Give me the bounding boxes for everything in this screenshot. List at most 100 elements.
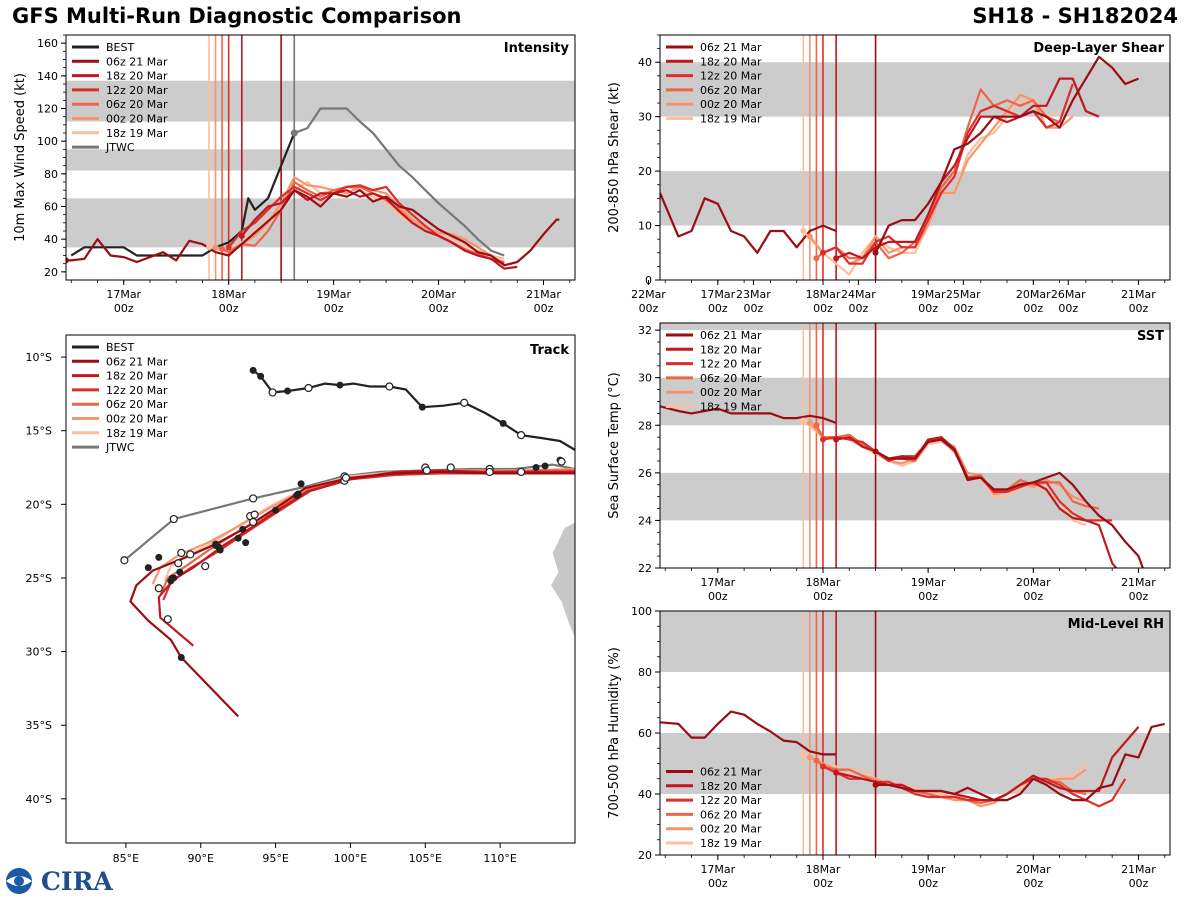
track-point-filled	[293, 491, 301, 499]
init-marker	[833, 255, 840, 262]
shaded-band	[66, 149, 575, 171]
track-point-open	[201, 562, 210, 571]
track-point-open	[174, 559, 183, 568]
track-line-06z-21-mar	[129, 470, 575, 718]
y-tick-label: 60	[638, 727, 652, 740]
series-line-06z-21-mar	[66, 189, 560, 267]
x-tick-label: 23Mar	[736, 288, 771, 301]
x-tick-label: 00z	[708, 302, 728, 315]
init-marker	[833, 769, 840, 776]
map-frame	[65, 334, 576, 844]
panel-shear: 01020304017Mar00z18Mar00z19Mar00z20Mar00…	[607, 34, 1171, 315]
y-axis-label: 200-850 hPa Shear (kt)	[607, 82, 622, 233]
legend-label: 06z 20 Mar	[106, 98, 168, 111]
legend-label: 18z 20 Mar	[106, 70, 168, 83]
init-marker	[872, 448, 879, 455]
y-tick-label: 30	[638, 372, 652, 385]
series-line-06z-21-mar	[875, 722, 1165, 802]
panel-rh: 2040608010017Mar00z18Mar00z19Mar00z20Mar…	[607, 605, 1171, 890]
y-tick-label: 15°S	[26, 425, 52, 438]
track-point-open	[177, 548, 186, 558]
legend-label: 18z 19 Mar	[106, 427, 168, 440]
track-point-open	[422, 466, 431, 475]
x-tick-label: 95°E	[262, 852, 288, 865]
y-tick-label: 140	[37, 70, 58, 83]
x-tick-label: 00z	[744, 302, 764, 315]
track-point-filled	[215, 543, 223, 551]
y-tick-label: 35°S	[26, 719, 52, 732]
init-marker	[66, 257, 69, 264]
y-tick-label: 32	[638, 324, 652, 337]
panel-title: Mid-Level RH	[1068, 617, 1164, 632]
y-tick-label: 80	[44, 168, 58, 181]
x-tick-label: 00z	[1129, 302, 1149, 315]
series-line-06z-21-mar	[875, 438, 1145, 568]
x-tick-label: 26Mar	[1051, 288, 1086, 301]
legend-label: 18z 19 Mar	[700, 401, 762, 414]
y-tick-label: 30°S	[26, 646, 52, 659]
track-point-open	[517, 431, 526, 440]
init-marker	[872, 781, 879, 788]
init-marker	[800, 228, 807, 234]
track-point-filled	[242, 539, 250, 547]
init-marker	[225, 244, 232, 251]
legend-label: 06z 21 Mar	[700, 766, 762, 779]
shaded-band	[660, 323, 1170, 331]
panel-title: Track	[530, 343, 569, 358]
y-tick-label: 30	[638, 111, 652, 124]
y-tick-label: 28	[638, 419, 652, 432]
panel-title: Deep-Layer Shear	[1033, 41, 1164, 56]
series-line-18z-19-mar	[208, 180, 505, 260]
legend-label: 00z 20 Mar	[700, 98, 762, 111]
x-tick-label: 00z	[429, 302, 449, 315]
x-tick-label: 00z	[639, 302, 659, 315]
x-tick-label: 00z	[1058, 302, 1078, 315]
plot-area	[660, 611, 1170, 855]
legend-label: JTWC	[105, 141, 135, 154]
track-point-open	[249, 494, 258, 503]
y-tick-label: 22	[638, 562, 652, 575]
track-point-filled	[168, 574, 176, 582]
legend-label: 00z 20 Mar	[106, 413, 168, 426]
x-tick-label: 00z	[324, 302, 344, 315]
x-tick-label: 00z	[918, 302, 938, 315]
legend-label: 12z 20 Mar	[700, 70, 762, 83]
x-tick-label: 18Mar	[806, 288, 841, 301]
track-point-filled	[155, 553, 163, 561]
legend-label: BEST	[106, 41, 134, 54]
init-marker	[806, 754, 813, 761]
legend-label: BEST	[106, 341, 134, 354]
track-point-open	[446, 463, 455, 472]
track-point-filled	[284, 387, 292, 395]
x-tick-label: 19Mar	[911, 288, 946, 301]
x-tick-label: 21Mar	[1121, 288, 1156, 301]
legend-label: 00z 20 Mar	[106, 113, 168, 126]
x-tick-label: 17Mar	[700, 288, 735, 301]
track-line-jtwc	[123, 463, 575, 562]
track-point-filled	[297, 480, 305, 488]
legend-label: 12z 20 Mar	[106, 84, 168, 97]
init-marker	[872, 249, 879, 256]
legend-label: 18z 19 Mar	[106, 127, 168, 140]
x-tick-label: 00z	[918, 590, 938, 603]
y-tick-label: 40	[44, 233, 58, 246]
series-line-best	[70, 132, 296, 257]
init-marker	[833, 436, 840, 443]
init-marker	[819, 436, 826, 443]
x-tick-label: 18Mar	[806, 576, 841, 589]
x-tick-label: 18Mar	[211, 288, 246, 301]
x-tick-label: 20Mar	[1016, 863, 1051, 876]
x-tick-label: 18Mar	[806, 863, 841, 876]
init-marker	[813, 255, 820, 262]
legend-label: 00z 20 Mar	[700, 823, 762, 836]
panel-intensity: 2040608010012014016017Mar00z18Mar00z19Ma…	[13, 34, 1086, 315]
legend-label: 06z 20 Mar	[700, 808, 762, 821]
storm-id: SH18 - SH182024	[972, 4, 1178, 28]
legend-label: 06z 20 Mar	[700, 372, 762, 385]
init-marker	[800, 751, 807, 758]
track-point-open	[163, 615, 172, 624]
x-tick-label: 19Mar	[911, 863, 946, 876]
y-tick-label: 10	[638, 220, 652, 233]
x-tick-label: 20Mar	[1016, 288, 1051, 301]
init-marker	[813, 422, 820, 429]
